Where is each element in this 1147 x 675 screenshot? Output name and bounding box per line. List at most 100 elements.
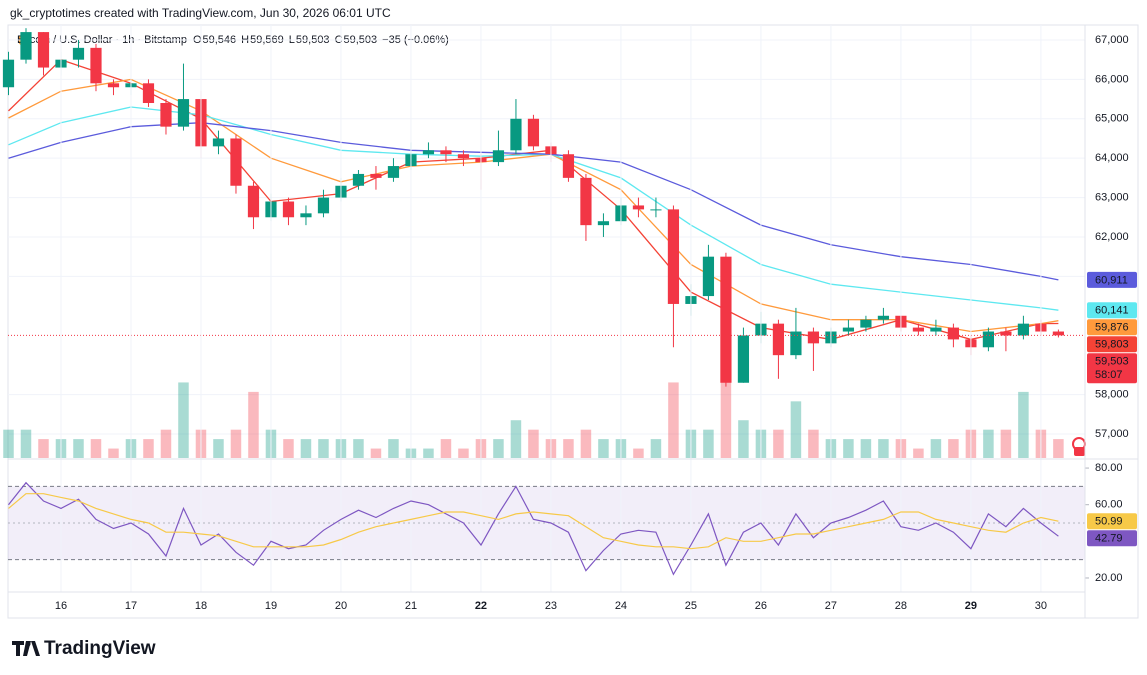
candle-body [912,327,925,332]
volume-bar [248,391,259,458]
volume-bar [598,439,609,458]
candle-body [1000,331,1012,336]
candle-body [37,32,50,68]
rsi-line [8,493,1059,550]
candle-body [422,150,435,155]
candle-body [370,173,382,178]
volume-bar [90,439,102,458]
rsi-tag-bg [1087,513,1137,530]
y-tick-label: 58,000 [1095,388,1129,400]
ma-tag-bg [1087,271,1137,288]
volume-bar [143,439,154,458]
volume-bar [458,448,469,458]
y-tick-label: 66,000 [1095,73,1129,85]
volume-bar [300,439,312,458]
volume-bar [283,439,294,458]
brand-logo: TradingView [12,638,156,659]
y-tick-label: 62,000 [1095,231,1129,243]
volume-bar [773,429,784,458]
volume-bar [370,448,382,458]
candle-body [877,315,890,320]
candle-body [527,118,540,147]
price-tag: 59,503 [1095,356,1129,368]
ma-tag: 59,803 [1095,339,1129,351]
volume-bar [510,420,522,458]
candle-body [247,185,260,218]
volume-bar [213,439,224,458]
candle-body [737,335,750,383]
candle-body [317,197,330,214]
candle-body [142,83,155,104]
candle-body [650,209,662,211]
volume-bar [580,429,592,458]
candle-body [947,327,960,340]
candle-body [1052,331,1065,336]
volume-bar [423,448,434,458]
y-tick-label: 65,000 [1095,113,1129,125]
volume-bar [808,429,819,458]
alert-flag [1072,437,1086,456]
volume-bar [440,439,452,458]
candle-body [720,256,732,383]
candle-body [440,150,452,155]
volume-bar [563,439,574,458]
y-tick-label: 60.00 [1095,499,1123,511]
candle-body [457,154,470,159]
x-tick-label: 30 [1035,600,1047,612]
rsi-tag: 50.99 [1095,516,1123,528]
candle-body [1017,323,1030,336]
x-tick-label: 16 [55,600,67,612]
candle-body [72,47,85,60]
volume-bar [913,448,924,458]
candle-body [387,166,400,178]
volume-bar [703,429,714,458]
price-tag-bg [1087,353,1137,384]
rsi-tag: 42.79 [1095,533,1123,545]
volume-bar [878,439,889,458]
candle-body [230,138,242,186]
volume-bar [318,439,329,458]
x-tick-label: 18 [195,600,207,612]
x-tick-label: 28 [895,600,907,612]
candle-body [90,47,102,84]
y-tick-label: 20.00 [1095,572,1123,584]
volume-bar [353,439,364,458]
candle-body [20,32,32,60]
candle-body [842,327,855,332]
candle-body [930,327,942,332]
x-tick-label: 17 [125,600,137,612]
y-tick-label: 64,000 [1095,152,1129,164]
x-tick-label: 22 [475,600,487,612]
x-tick-label: 23 [545,600,557,612]
candle-body [860,319,872,328]
candle-body [562,154,575,178]
rsi-tag-bg [1087,530,1137,547]
volume-bar [388,439,399,458]
candle-body [982,331,995,348]
candle-body [300,213,312,218]
volume-bar [493,439,504,458]
y-tick-label: 80.00 [1095,462,1123,474]
brand-name: TradingView [44,638,156,659]
volume-bar [1000,429,1012,458]
volume-bar [948,439,959,458]
volume-bar [20,429,32,458]
volume-bar [38,439,49,458]
countdown: 58:07 [1095,369,1123,381]
volume-bar [790,401,802,458]
candle-body [597,221,610,226]
volume-bar [668,382,679,458]
y-tick-label: 67,000 [1095,34,1129,46]
candle-body [212,138,225,147]
candle-body [177,99,190,127]
candle-body [352,173,365,186]
x-tick-label: 25 [685,600,697,612]
candle-body [107,83,120,88]
x-tick-label: 26 [755,600,767,612]
volume-bar [1053,439,1064,458]
ma-tag: 60,911 [1095,274,1128,286]
ma-tag-bg [1087,302,1137,319]
ma-tag-bg [1087,336,1137,353]
volume-bar [230,429,242,458]
candle-body [790,331,802,356]
